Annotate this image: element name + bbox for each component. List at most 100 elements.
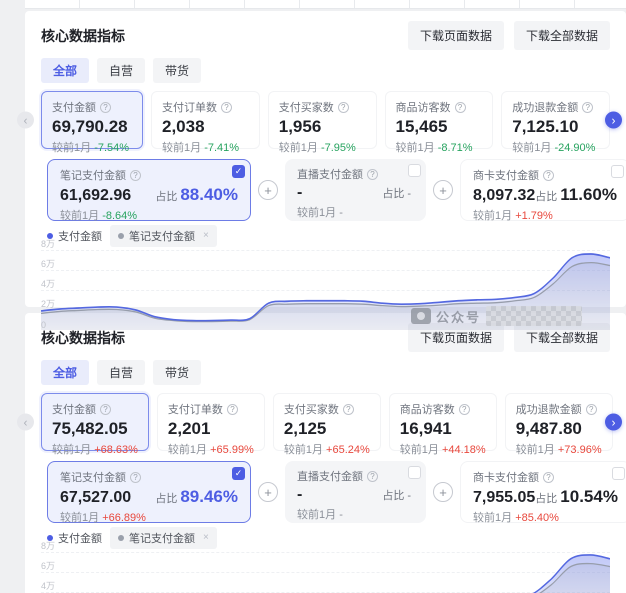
close-icon[interactable]: ×: [203, 532, 209, 543]
plus-icon: +: [439, 182, 447, 198]
legend-item-pay-amount[interactable]: 支付金额: [47, 530, 102, 546]
subcard-product-card-pay-amount[interactable]: 商卡支付金额? 8,097.32 占比 11.60% 较前1月 +1.79%: [460, 159, 626, 222]
info-icon[interactable]: ?: [337, 101, 349, 113]
metric-label: 支付金额: [52, 404, 96, 416]
page-title: 核心数据指标: [41, 27, 125, 44]
metric-label: 支付订单数: [167, 404, 223, 416]
metric-card-refund-amount[interactable]: 成功退款金额? 9,487.80 较前1月 +73.96%: [504, 393, 613, 456]
compare-label: 较前1月: [283, 444, 323, 456]
metric-card-pay-amount[interactable]: 支付金额? 75,482.05 较前1月 +68.63%: [41, 393, 149, 456]
info-icon[interactable]: ?: [454, 101, 466, 113]
subcard-value: 8,097.32: [473, 187, 536, 204]
chevron-right-icon: ›: [611, 415, 616, 429]
tab-all[interactable]: 全部: [41, 58, 90, 83]
chevron-left-icon: ‹: [23, 415, 28, 429]
scope-tabs: 全部 自营 带货: [41, 360, 610, 385]
info-icon[interactable]: ?: [130, 169, 141, 181]
ratio-value: 11.60%: [560, 185, 618, 204]
metric-card-product-visitors[interactable]: 商品访客数? 15,465 较前1月 -8.71%: [384, 91, 494, 154]
metric-card-pay-buyers[interactable]: 支付买家数? 2,125 较前1月 +65.24%: [272, 393, 381, 456]
subcard-value: 67,527.00: [60, 489, 132, 506]
add-compare-button[interactable]: +: [433, 482, 453, 502]
metric-card-pay-amount[interactable]: 支付金额? 69,790.28 较前1月 -7.54%: [41, 91, 143, 154]
checkbox-unchecked-icon[interactable]: [611, 165, 625, 178]
ratio-label: 占比: [382, 188, 405, 200]
add-compare-button[interactable]: +: [433, 180, 453, 200]
y-axis-tick: 4万: [41, 279, 56, 289]
carousel-next-button[interactable]: ›: [605, 413, 622, 431]
info-icon[interactable]: ?: [582, 101, 594, 113]
watermark: 公众号: [410, 306, 582, 326]
checkbox-checked-icon[interactable]: ✓: [232, 165, 245, 178]
compare-label: 较前1月: [278, 142, 318, 154]
tab-self-operated[interactable]: 自营: [97, 360, 146, 385]
carousel-next-button[interactable]: ›: [605, 111, 622, 129]
subcard-label: 笔记支付金额: [60, 472, 126, 484]
info-icon[interactable]: ?: [221, 101, 232, 113]
subcard-value: -: [297, 486, 303, 503]
ratio-label: 占比: [155, 191, 178, 203]
subcard-value: 7,955.05: [473, 489, 536, 506]
subcard-delta: +85.40%: [515, 512, 559, 524]
legend-item-note-pay-amount[interactable]: 笔记支付金额 ×: [110, 224, 217, 247]
chart-legend: 支付金额 笔记支付金额 ×: [47, 224, 610, 247]
legend-label: 支付金额: [58, 532, 102, 545]
checkbox-unchecked-icon[interactable]: [611, 467, 625, 480]
compare-label: 较前1月: [297, 509, 337, 521]
gridline: [41, 270, 610, 271]
subcard-delta: -: [339, 509, 343, 521]
chart-legend: 支付金额 笔记支付金额 ×: [47, 526, 610, 549]
subcard-note-pay-amount[interactable]: ✓ 笔记支付金额? 61,692.96 占比 88.40% 较前1月 -8.64%: [47, 159, 251, 222]
subcard-product-card-pay-amount[interactable]: 商卡支付金额? 7,955.05 占比 10.54% 较前1月 +85.40%: [460, 461, 626, 524]
gridline: [41, 552, 610, 553]
tab-affiliate[interactable]: 带货: [153, 58, 202, 83]
subcard-note-pay-amount[interactable]: ✓ 笔记支付金额? 67,527.00 占比 89.46% 较前1月 +66.89…: [47, 461, 251, 524]
info-icon[interactable]: ?: [367, 470, 378, 482]
download-all-data-button[interactable]: 下载全部数据: [513, 21, 610, 50]
metric-card-pay-orders[interactable]: 支付订单数? 2,201 较前1月 +65.99%: [156, 393, 265, 456]
ratio-label: 占比: [535, 493, 558, 505]
info-icon[interactable]: ?: [130, 471, 141, 483]
plus-icon: +: [264, 182, 272, 198]
close-icon[interactable]: ×: [203, 230, 209, 241]
metric-card-product-visitors[interactable]: 商品访客数? 16,941 较前1月 +44.18%: [388, 393, 497, 456]
download-page-data-button[interactable]: 下载页面数据: [407, 21, 504, 50]
info-icon[interactable]: ?: [585, 403, 597, 415]
ratio-label: 占比: [382, 490, 405, 502]
metric-card-pay-orders[interactable]: 支付订单数? 2,038 较前1月 -7.41%: [151, 91, 260, 154]
info-icon[interactable]: ?: [100, 101, 111, 113]
checkbox-checked-icon[interactable]: ✓: [232, 467, 245, 480]
carousel-prev-button[interactable]: ‹: [17, 111, 34, 129]
info-icon[interactable]: ?: [367, 168, 378, 180]
carousel-prev-button[interactable]: ‹: [17, 413, 34, 431]
metric-value: 16,941: [399, 419, 452, 438]
add-compare-button[interactable]: +: [258, 180, 278, 200]
legend-item-note-pay-amount[interactable]: 笔记支付金额 ×: [110, 526, 217, 549]
subcard-live-pay-amount[interactable]: 直播支付金额? - 占比 - 较前1月 -: [285, 159, 426, 221]
metric-card-refund-amount[interactable]: 成功退款金额? 7,125.10 较前1月 -24.90%: [501, 91, 610, 154]
tab-affiliate[interactable]: 带货: [153, 360, 202, 385]
info-icon[interactable]: ?: [458, 403, 470, 415]
metric-label: 支付买家数: [278, 102, 334, 114]
tab-self-operated[interactable]: 自营: [97, 58, 146, 83]
metric-value: 75,482.05: [52, 419, 128, 438]
metric-label: 成功退款金额: [515, 404, 582, 416]
subcard-label: 直播支付金额: [297, 471, 363, 483]
info-icon[interactable]: ?: [543, 471, 554, 483]
metric-label: 成功退款金额: [512, 102, 579, 114]
info-icon[interactable]: ?: [100, 403, 111, 415]
metric-card-pay-buyers[interactable]: 支付买家数? 1,956 较前1月 -7.95%: [267, 91, 377, 154]
ratio-label: 占比: [535, 191, 558, 203]
compare-label: 较前1月: [52, 444, 92, 456]
checkbox-unchecked-icon[interactable]: [408, 466, 421, 479]
subcard-live-pay-amount[interactable]: 直播支付金额? - 占比 - 较前1月 -: [285, 461, 426, 523]
legend-item-pay-amount[interactable]: 支付金额: [47, 228, 102, 244]
compare-label: 较前1月: [60, 210, 100, 222]
metric-delta: -7.95%: [320, 142, 356, 154]
info-icon[interactable]: ?: [543, 169, 554, 181]
tab-all[interactable]: 全部: [41, 360, 90, 385]
info-icon[interactable]: ?: [226, 403, 238, 415]
info-icon[interactable]: ?: [342, 403, 354, 415]
add-compare-button[interactable]: +: [258, 482, 278, 502]
checkbox-unchecked-icon[interactable]: [408, 164, 421, 177]
